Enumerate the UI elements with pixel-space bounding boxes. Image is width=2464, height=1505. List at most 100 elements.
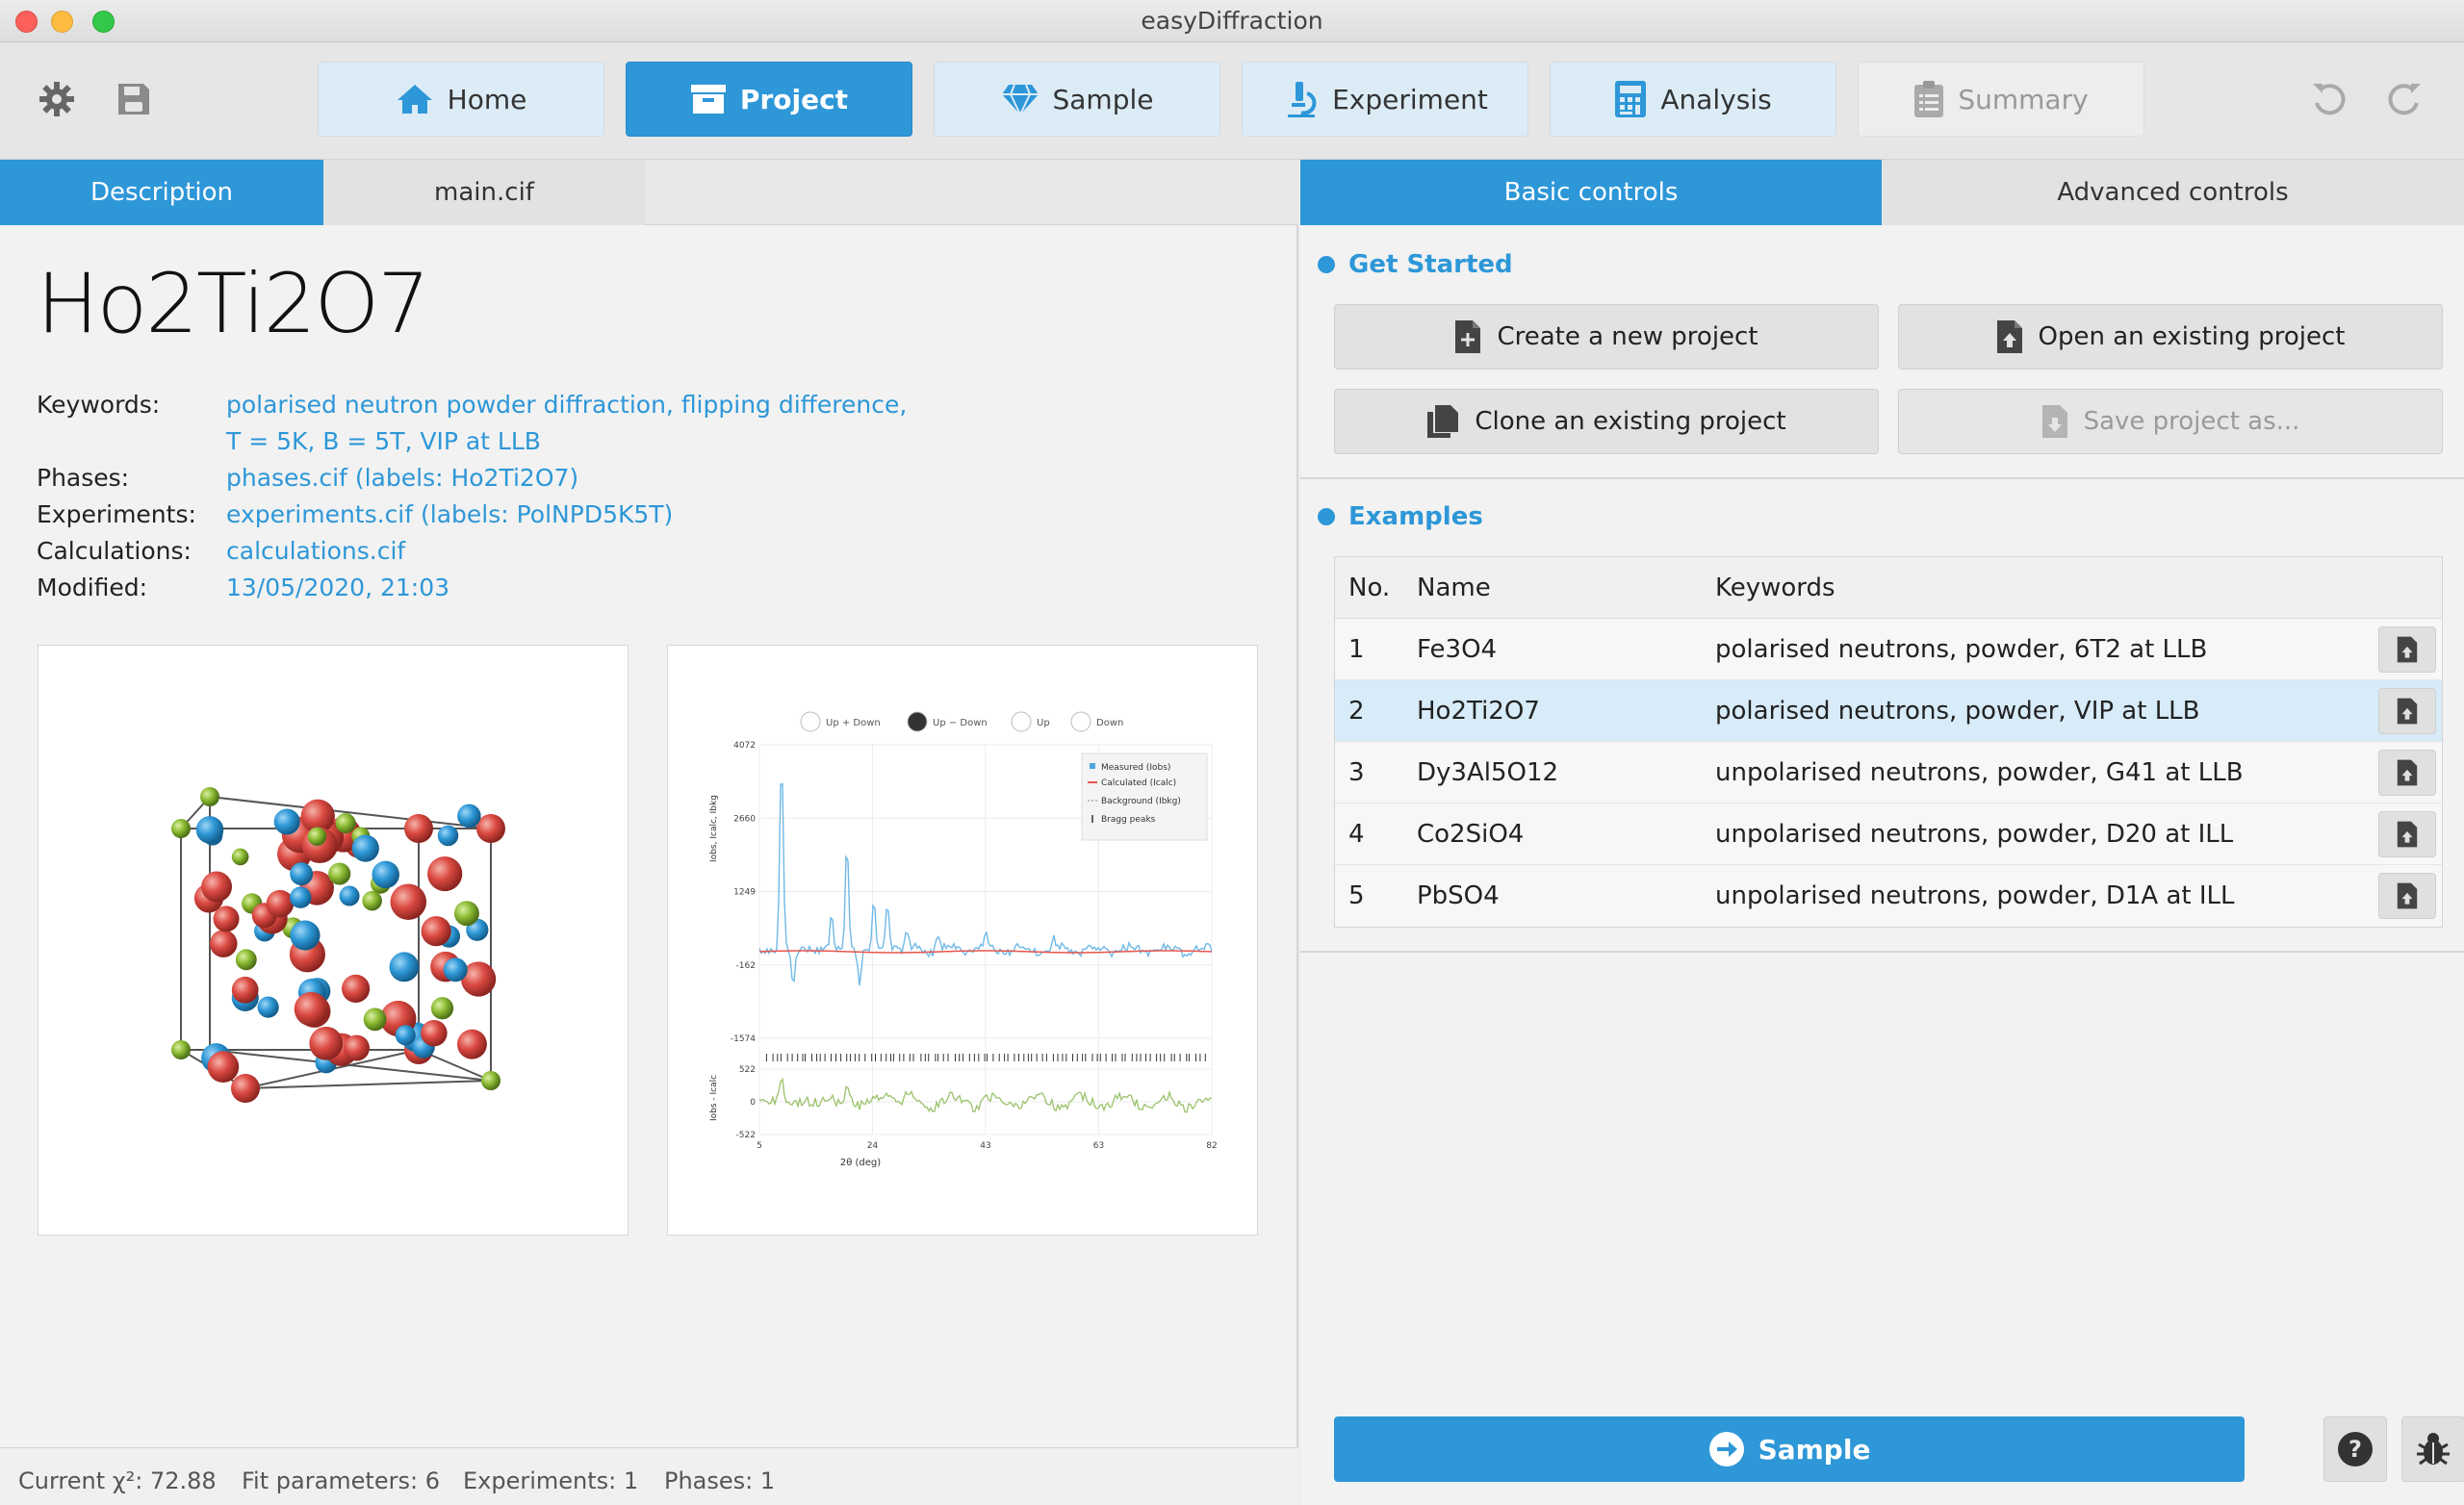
meta-keywords-line2[interactable]: T = 5K, B = 5T, VIP at LLB <box>226 427 541 455</box>
next-sample-button[interactable]: Sample <box>1334 1416 2245 1482</box>
table-row[interactable]: 3 Dy3Al5O12 unpolarised neutrons, powder… <box>1335 742 2442 804</box>
row-no: 5 <box>1348 881 1365 910</box>
tab-project-label: Project <box>739 83 849 115</box>
mode-radio-down[interactable] <box>1070 711 1091 732</box>
gear-icon[interactable] <box>35 77 79 121</box>
row-keywords: unpolarised neutrons, powder, D1A at ILL <box>1715 881 2235 910</box>
redo-icon[interactable] <box>2383 77 2427 121</box>
row-no: 3 <box>1348 758 1365 787</box>
tab-sample[interactable]: Sample <box>934 62 1220 137</box>
tab-advanced-controls[interactable]: Advanced controls <box>1882 160 2464 225</box>
tab-analysis[interactable]: Analysis <box>1550 62 1836 137</box>
examples-table-header: No. Name Keywords <box>1335 557 2442 619</box>
row-keywords: polarised neutrons, powder, 6T2 at LLB <box>1715 635 2208 664</box>
col-name: Name <box>1417 574 1491 602</box>
load-example-button[interactable] <box>2378 688 2436 734</box>
file-upload-icon <box>2397 882 2418 909</box>
table-row[interactable]: 5 PbSO4 unpolarised neutrons, powder, D1… <box>1335 865 2442 927</box>
load-example-button[interactable] <box>2378 873 2436 919</box>
y-tick-label: 4072 <box>733 741 756 751</box>
mode-radio-up-plus-down[interactable] <box>800 711 821 732</box>
mode-radio-up-minus-down[interactable] <box>907 711 928 732</box>
tab-analysis-label: Analysis <box>1660 83 1772 115</box>
mode-label-down: Down <box>1096 718 1123 728</box>
load-example-button[interactable] <box>2378 750 2436 796</box>
tab-description[interactable]: Description <box>0 160 323 225</box>
title-bar: easyDiffraction <box>0 0 2464 42</box>
examples-title: Examples <box>1348 502 1483 531</box>
table-row[interactable]: 2 Ho2Ti2O7 polarised neutrons, powder, V… <box>1335 680 2442 742</box>
row-keywords: polarised neutrons, powder, VIP at LLB <box>1715 697 2200 726</box>
status-bar: Current χ²: 72.88 Fit parameters: 6 Expe… <box>0 1447 1298 1505</box>
x-tick-label: 63 <box>1093 1141 1104 1151</box>
x-tick-label: 24 <box>867 1141 879 1151</box>
arrow-right-circle-icon <box>1708 1432 1744 1467</box>
meta-experiments-label: Experiments: <box>37 500 196 528</box>
tab-basic-controls[interactable]: Basic controls <box>1300 160 1882 225</box>
tab-experiment[interactable]: Experiment <box>1242 62 1528 137</box>
get-started-header[interactable]: Get Started <box>1318 250 1513 279</box>
copy-icon <box>1427 405 1459 438</box>
description-panel: Description main.cif Ho2Ti2O7 Keywords: … <box>0 160 1298 1505</box>
meta-phases-value[interactable]: phases.cif (labels: Ho2Ti2O7) <box>226 464 579 492</box>
zoom-window-button[interactable] <box>92 11 115 33</box>
measured-series <box>758 782 1213 986</box>
tab-project[interactable]: Project <box>626 62 912 137</box>
save-icon[interactable] <box>112 77 156 121</box>
row-name: Co2SiO4 <box>1417 820 1525 849</box>
table-row[interactable]: 1 Fe3O4 polarised neutrons, powder, 6T2 … <box>1335 619 2442 680</box>
create-project-button[interactable]: Create a new project <box>1334 304 1879 370</box>
archive-icon <box>690 85 726 114</box>
section-dot-icon <box>1318 256 1335 273</box>
gem-icon <box>1001 84 1039 115</box>
tab-summary[interactable]: Summary <box>1858 62 2144 137</box>
next-sample-label: Sample <box>1758 1433 1871 1466</box>
file-plus-icon <box>1455 320 1481 353</box>
file-download-icon <box>2041 405 2067 438</box>
mode-label-up-plus-down: Up + Down <box>826 718 881 728</box>
status-chi2: Current χ²: 72.88 <box>18 1467 217 1494</box>
meta-calculations-value[interactable]: calculations.cif <box>226 537 406 565</box>
home-icon <box>397 85 432 114</box>
undo-icon[interactable] <box>2306 77 2350 121</box>
examples-header[interactable]: Examples <box>1318 502 1483 531</box>
report-bug-button[interactable] <box>2401 1416 2464 1482</box>
load-example-button[interactable] <box>2378 626 2436 673</box>
meta-keywords-line1[interactable]: polarised neutron powder diffraction, fl… <box>226 391 908 419</box>
col-keywords: Keywords <box>1715 574 1835 602</box>
x-tick-label: 43 <box>980 1141 990 1151</box>
tab-experiment-label: Experiment <box>1332 83 1488 115</box>
diff-y-tick-label: 522 <box>739 1065 756 1075</box>
load-example-button[interactable] <box>2378 811 2436 857</box>
plot-legend: Measured (Iobs) Calculated (Icalc) Backg… <box>1081 752 1208 841</box>
y-tick-label: -1574 <box>731 1034 756 1044</box>
clone-project-button[interactable]: Clone an existing project <box>1334 389 1879 454</box>
section-divider <box>1300 477 2464 479</box>
close-window-button[interactable] <box>15 11 38 33</box>
x-tick-label: 5 <box>757 1141 762 1151</box>
open-project-button[interactable]: Open an existing project <box>1898 304 2443 370</box>
y-tick-label: 1249 <box>733 888 756 898</box>
status-fit-params: Fit parameters: 6 <box>242 1467 440 1494</box>
bug-icon <box>2417 1433 2450 1466</box>
row-name: Fe3O4 <box>1417 635 1498 664</box>
meta-experiments-value[interactable]: experiments.cif (labels: PolNPD5K5T) <box>226 500 674 528</box>
mode-radio-up[interactable] <box>1011 711 1032 732</box>
help-button[interactable]: ? <box>2323 1416 2387 1482</box>
meta-phases-label: Phases: <box>37 464 130 492</box>
tab-main-cif[interactable]: main.cif <box>323 160 645 225</box>
create-project-label: Create a new project <box>1497 322 1758 351</box>
table-row[interactable]: 4 Co2SiO4 unpolarised neutrons, powder, … <box>1335 804 2442 865</box>
main-toolbar: Home Project Sample Experiment Analysis … <box>0 42 2464 160</box>
save-project-as-button[interactable]: Save project as... <box>1898 389 2443 454</box>
file-upload-icon <box>2397 821 2418 848</box>
minimize-window-button[interactable] <box>51 11 73 33</box>
row-no: 4 <box>1348 820 1365 849</box>
section-divider <box>1300 951 2464 953</box>
col-no: No. <box>1348 574 1391 602</box>
open-project-label: Open an existing project <box>2038 322 2346 351</box>
tab-home[interactable]: Home <box>318 62 604 137</box>
row-no: 1 <box>1348 635 1365 664</box>
file-upload-icon <box>2397 759 2418 786</box>
project-title: Ho2Ti2O7 <box>37 256 430 352</box>
